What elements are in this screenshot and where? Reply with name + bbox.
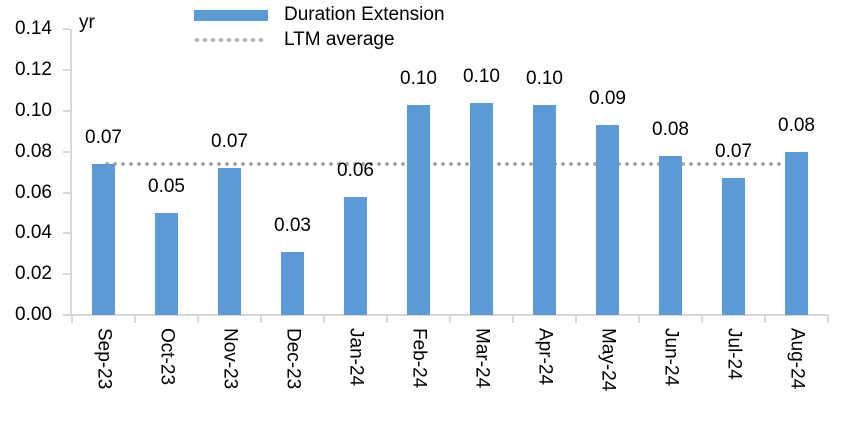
dotted-line-swatch xyxy=(194,38,268,42)
x-axis-tick-label-feb-24: Feb-24 xyxy=(408,328,430,389)
x-axis-tick xyxy=(386,315,388,323)
x-axis-tick xyxy=(449,315,451,323)
y-axis-tick xyxy=(63,69,70,72)
x-axis-tick-label-jun-24: Jun-24 xyxy=(660,328,682,387)
bar-value-label-jan-24: 0.06 xyxy=(337,160,374,181)
y-axis-tick xyxy=(63,232,70,235)
bar-mar-24 xyxy=(470,103,493,315)
x-axis-tick xyxy=(134,315,136,323)
chart-legend: Duration Extension LTM average xyxy=(194,3,445,52)
bar-value-label-apr-24: 0.10 xyxy=(526,68,563,89)
x-axis-tick-label-may-24: May-24 xyxy=(597,328,619,392)
legend-label-ltm-average: LTM average xyxy=(284,29,395,50)
bar-value-label-jun-24: 0.08 xyxy=(652,119,689,140)
y-axis-tick xyxy=(63,150,70,153)
bar-value-label-oct-23: 0.05 xyxy=(148,176,185,197)
x-axis-tick xyxy=(764,315,766,323)
y-axis-tick-label: 0.12 xyxy=(15,59,52,81)
y-axis-line xyxy=(70,29,72,316)
y-axis-unit-label: yr xyxy=(79,12,95,33)
y-axis-tick xyxy=(63,273,70,276)
x-axis-tick xyxy=(827,315,829,323)
bar-oct-23 xyxy=(155,213,178,315)
x-axis-tick xyxy=(323,315,325,323)
y-axis-tick-label: 0.04 xyxy=(15,222,52,244)
bar-value-label-dec-23: 0.03 xyxy=(274,215,311,236)
bar-value-label-mar-24: 0.10 xyxy=(463,66,500,87)
bar-may-24 xyxy=(596,125,619,315)
x-axis-tick-label-dec-23: Dec-23 xyxy=(282,328,304,390)
x-axis-tick xyxy=(575,315,577,323)
bar-jan-24 xyxy=(344,197,367,315)
bar-dec-23 xyxy=(281,252,304,315)
x-axis-tick-label-apr-24: Apr-24 xyxy=(534,328,556,386)
legend-label-duration-extension: Duration Extension xyxy=(284,4,445,25)
y-axis-tick xyxy=(63,110,70,112)
bar-jun-24 xyxy=(659,156,682,315)
x-axis-tick-label-mar-24: Mar-24 xyxy=(471,328,493,389)
x-axis-tick-label-jul-24: Jul-24 xyxy=(723,328,745,380)
legend-item-duration-extension: Duration Extension xyxy=(194,3,445,27)
legend-item-ltm-average: LTM average xyxy=(194,28,445,52)
y-axis-tick-label: 0.10 xyxy=(15,100,52,121)
x-axis-tick xyxy=(71,315,73,323)
x-axis-tick-label-nov-23: Nov-23 xyxy=(219,328,241,390)
bar-sep-23 xyxy=(92,164,115,315)
x-axis-tick xyxy=(260,315,262,323)
x-axis-tick-label-jan-24: Jan-24 xyxy=(345,328,367,387)
x-axis-tick-label-aug-24: Aug-24 xyxy=(786,328,808,390)
bar-series-swatch xyxy=(194,9,268,21)
bar-value-label-may-24: 0.09 xyxy=(589,88,626,109)
x-axis-tick xyxy=(512,315,514,323)
bar-value-label-sep-23: 0.07 xyxy=(85,127,122,148)
y-axis-tick xyxy=(63,191,70,194)
bar-value-label-feb-24: 0.10 xyxy=(400,68,437,89)
y-axis-tick-label: 0.14 xyxy=(15,18,52,40)
bar-value-label-nov-23: 0.07 xyxy=(211,131,248,152)
y-axis-tick xyxy=(63,314,70,316)
bar-apr-24 xyxy=(533,105,556,315)
bar-feb-24 xyxy=(407,105,430,315)
x-axis-tick-label-oct-23: Oct-23 xyxy=(156,328,178,386)
bar-value-label-jul-24: 0.07 xyxy=(715,141,752,162)
bar-value-label-aug-24: 0.08 xyxy=(778,115,815,136)
bar-nov-23 xyxy=(218,168,241,315)
ltm-average-line xyxy=(103,162,797,167)
x-axis-tick xyxy=(638,315,640,323)
y-axis-tick-label: 0.02 xyxy=(15,263,52,285)
bar-jul-24 xyxy=(722,178,745,315)
x-axis-tick xyxy=(197,315,199,323)
y-axis-tick-label: 0.08 xyxy=(15,140,52,162)
x-axis-tick-label-sep-23: Sep-23 xyxy=(93,328,115,390)
x-axis-tick xyxy=(701,315,703,323)
y-axis-tick xyxy=(63,28,70,31)
bar-aug-24 xyxy=(785,152,808,315)
y-axis-tick-label: 0.00 xyxy=(15,304,52,325)
y-axis-tick-label: 0.06 xyxy=(15,181,52,203)
